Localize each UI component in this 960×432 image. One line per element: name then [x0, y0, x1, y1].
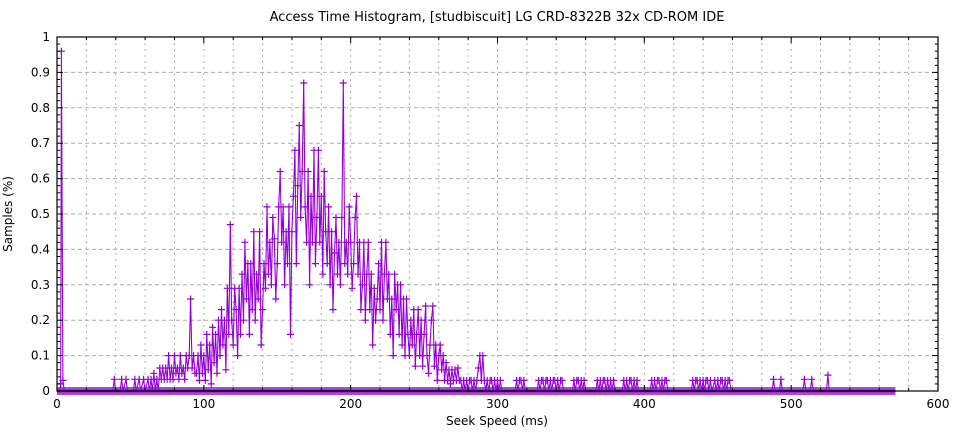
x-axis-label: Seek Speed (ms) — [446, 414, 548, 428]
y-tick-label: 0.7 — [31, 136, 50, 150]
y-tick-label: 0.2 — [31, 313, 50, 327]
y-axis-label: Samples (%) — [1, 176, 15, 252]
y-tick-label: 0.1 — [31, 349, 50, 363]
data-series — [57, 47, 896, 395]
chart-title: Access Time Histogram, [studbiscuit] LG … — [270, 10, 725, 25]
series-line — [57, 51, 896, 392]
x-tick-label: 400 — [633, 397, 656, 411]
y-tick-label: 0.4 — [31, 242, 50, 256]
grid-lines — [57, 37, 938, 391]
y-tick-label: 1 — [42, 30, 50, 44]
x-tick-label: 500 — [780, 397, 803, 411]
x-tick-label: 300 — [486, 397, 509, 411]
series-markers — [57, 47, 832, 388]
tick-labels: 0 100 200 300 400 500 600 0 0.1 0.2 0.3 0.4 0.5 0.6 0.… — [31, 30, 950, 411]
x-tick-label: 0 — [53, 397, 61, 411]
y-tick-label: 0.6 — [31, 172, 50, 186]
y-tick-label: 0.9 — [31, 65, 50, 79]
y-tick-label: 0 — [42, 384, 50, 398]
y-tick-label: 0.5 — [31, 207, 50, 221]
x-tick-label: 200 — [339, 397, 362, 411]
y-tick-label: 0.3 — [31, 278, 50, 292]
x-tick-label: 600 — [927, 397, 950, 411]
y-tick-label: 0.8 — [31, 101, 50, 115]
x-tick-label: 100 — [192, 397, 215, 411]
plot-frame — [56, 36, 939, 392]
